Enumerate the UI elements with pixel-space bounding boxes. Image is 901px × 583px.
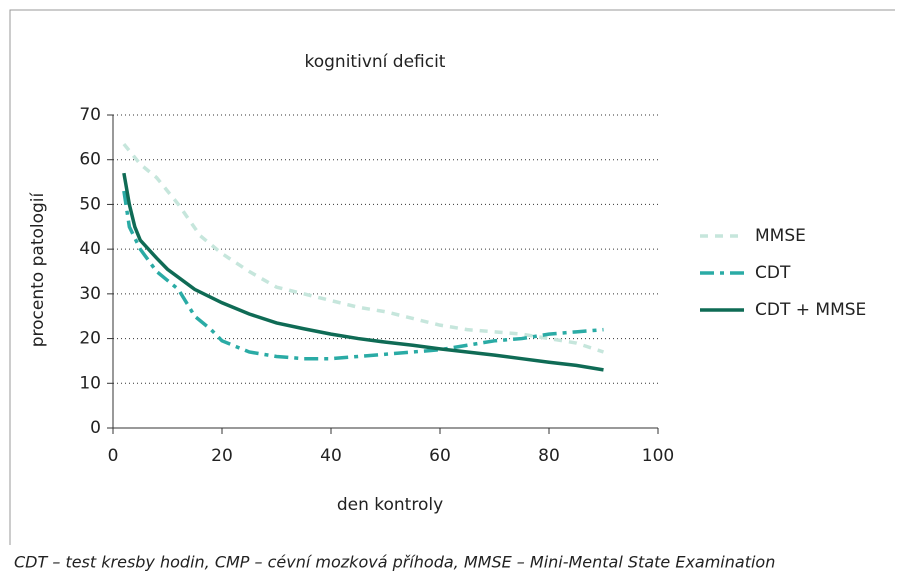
x-tick-label: 80: [538, 446, 560, 466]
x-axis-label: den kontroly: [337, 495, 443, 515]
line-series: [122, 172, 604, 372]
legend-label: CDT + MMSE: [755, 300, 866, 320]
x-tick-label: 20: [211, 446, 233, 466]
y-tick-label: 20: [79, 329, 101, 349]
x-tick-label: 0: [108, 446, 119, 466]
line-series: [122, 190, 604, 361]
y-tick-label: 40: [79, 239, 101, 259]
y-tick-label: 50: [79, 194, 101, 214]
legend-label: MMSE: [755, 226, 806, 246]
y-tick-label: 70: [79, 105, 101, 125]
frame: [9, 9, 895, 545]
y-tick-label: 30: [79, 284, 101, 304]
chart-title: kognitivní deficit: [305, 52, 446, 72]
legend-label: CDT: [755, 263, 791, 283]
y-tick-label: 0: [90, 418, 101, 438]
x-tick-label: 60: [429, 446, 451, 466]
x-tick-label: 40: [320, 446, 342, 466]
x-tick-label: 100: [642, 446, 674, 466]
line-series: [122, 142, 605, 354]
y-tick-label: 60: [79, 150, 101, 170]
y-tick-label: 10: [79, 373, 101, 393]
caption: CDT – test kresby hodin, CMP – cévní moz…: [14, 553, 775, 572]
y-axis-label: procento patologií: [28, 191, 48, 347]
